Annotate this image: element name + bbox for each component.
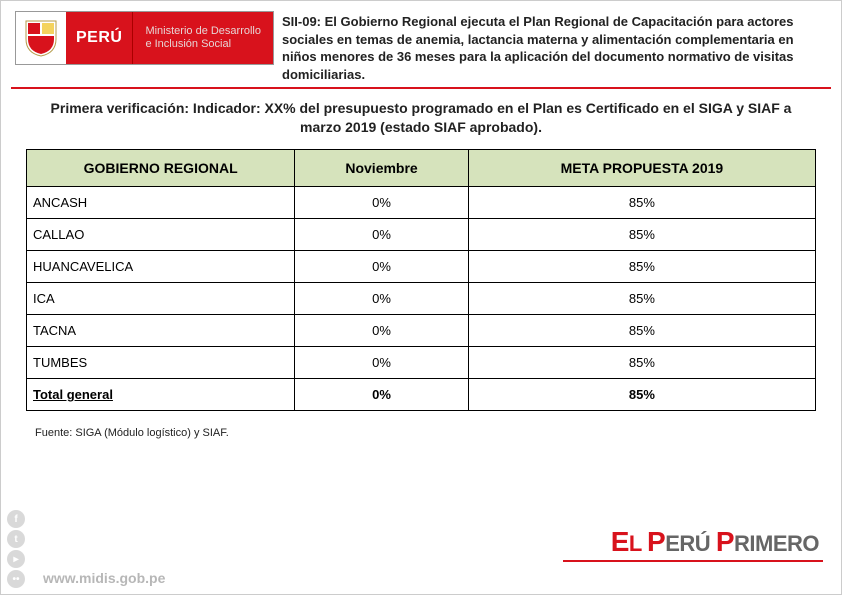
cell-meta: 85% [468, 282, 815, 314]
cell-month-total: 0% [295, 378, 469, 410]
table-header-row: GOBIERNO REGIONAL Noviembre META PROPUES… [27, 149, 816, 186]
cell-month: 0% [295, 186, 469, 218]
cell-month: 0% [295, 314, 469, 346]
slogan-l: L [629, 531, 642, 556]
table-total-row: Total general0%85% [27, 378, 816, 410]
cell-meta-total: 85% [468, 378, 815, 410]
flickr-icon: •• [7, 570, 25, 588]
cell-region: ICA [27, 282, 295, 314]
peru-label: PERÚ [66, 12, 132, 64]
cell-meta: 85% [468, 218, 815, 250]
cell-meta: 85% [468, 186, 815, 218]
cell-region: HUANCAVELICA [27, 250, 295, 282]
cell-region: TACNA [27, 314, 295, 346]
table-row: TACNA0%85% [27, 314, 816, 346]
cell-meta: 85% [468, 314, 815, 346]
verification-text: Primera verificación: Indicador: XX% del… [1, 89, 841, 149]
social-icons: f t ▸ •• [7, 510, 25, 588]
cell-month: 0% [295, 346, 469, 378]
slogan-underline [563, 560, 823, 562]
col-header-meta: META PROPUESTA 2019 [468, 149, 815, 186]
slogan-p2: P [716, 526, 734, 557]
data-table: GOBIERNO REGIONAL Noviembre META PROPUES… [26, 149, 816, 411]
footer-url: www.midis.gob.pe [43, 570, 165, 586]
slogan-e: E [611, 526, 629, 557]
source-note: Fuente: SIGA (Módulo logístico) y SIAF. [1, 411, 841, 439]
col-header-region: GOBIERNO REGIONAL [27, 149, 295, 186]
table-row: ICA0%85% [27, 282, 816, 314]
footer: f t ▸ •• www.midis.gob.pe EL PERÚ PRIMER… [1, 524, 841, 594]
ministry-line1: Ministerio de Desarrollo [145, 25, 261, 38]
logo-block: PERÚ Ministerio de Desarrollo e Inclusió… [15, 11, 274, 65]
cell-month: 0% [295, 282, 469, 314]
cell-region: ANCASH [27, 186, 295, 218]
cell-meta: 85% [468, 250, 815, 282]
table-row: CALLAO0%85% [27, 218, 816, 250]
cell-month: 0% [295, 250, 469, 282]
ministry-line2: e Inclusión Social [145, 38, 261, 51]
slogan-rimero: RIMERO [734, 531, 819, 556]
youtube-icon: ▸ [7, 550, 25, 568]
slogan: EL PERÚ PRIMERO [611, 526, 819, 558]
page-title: SII-09: El Gobierno Regional ejecuta el … [282, 11, 827, 83]
cell-month: 0% [295, 218, 469, 250]
slogan-p: P [647, 526, 665, 557]
facebook-icon: f [7, 510, 25, 528]
cell-region: TUMBES [27, 346, 295, 378]
table-row: HUANCAVELICA0%85% [27, 250, 816, 282]
cell-region-total: Total general [27, 378, 295, 410]
ministry-label: Ministerio de Desarrollo e Inclusión Soc… [132, 12, 273, 64]
col-header-month: Noviembre [295, 149, 469, 186]
cell-region: CALLAO [27, 218, 295, 250]
table-row: TUMBES0%85% [27, 346, 816, 378]
table-row: ANCASH0%85% [27, 186, 816, 218]
header: PERÚ Ministerio de Desarrollo e Inclusió… [1, 1, 841, 87]
slogan-eru: ERÚ [665, 531, 710, 556]
twitter-icon: t [7, 530, 25, 548]
cell-meta: 85% [468, 346, 815, 378]
coat-of-arms-icon [16, 12, 66, 64]
